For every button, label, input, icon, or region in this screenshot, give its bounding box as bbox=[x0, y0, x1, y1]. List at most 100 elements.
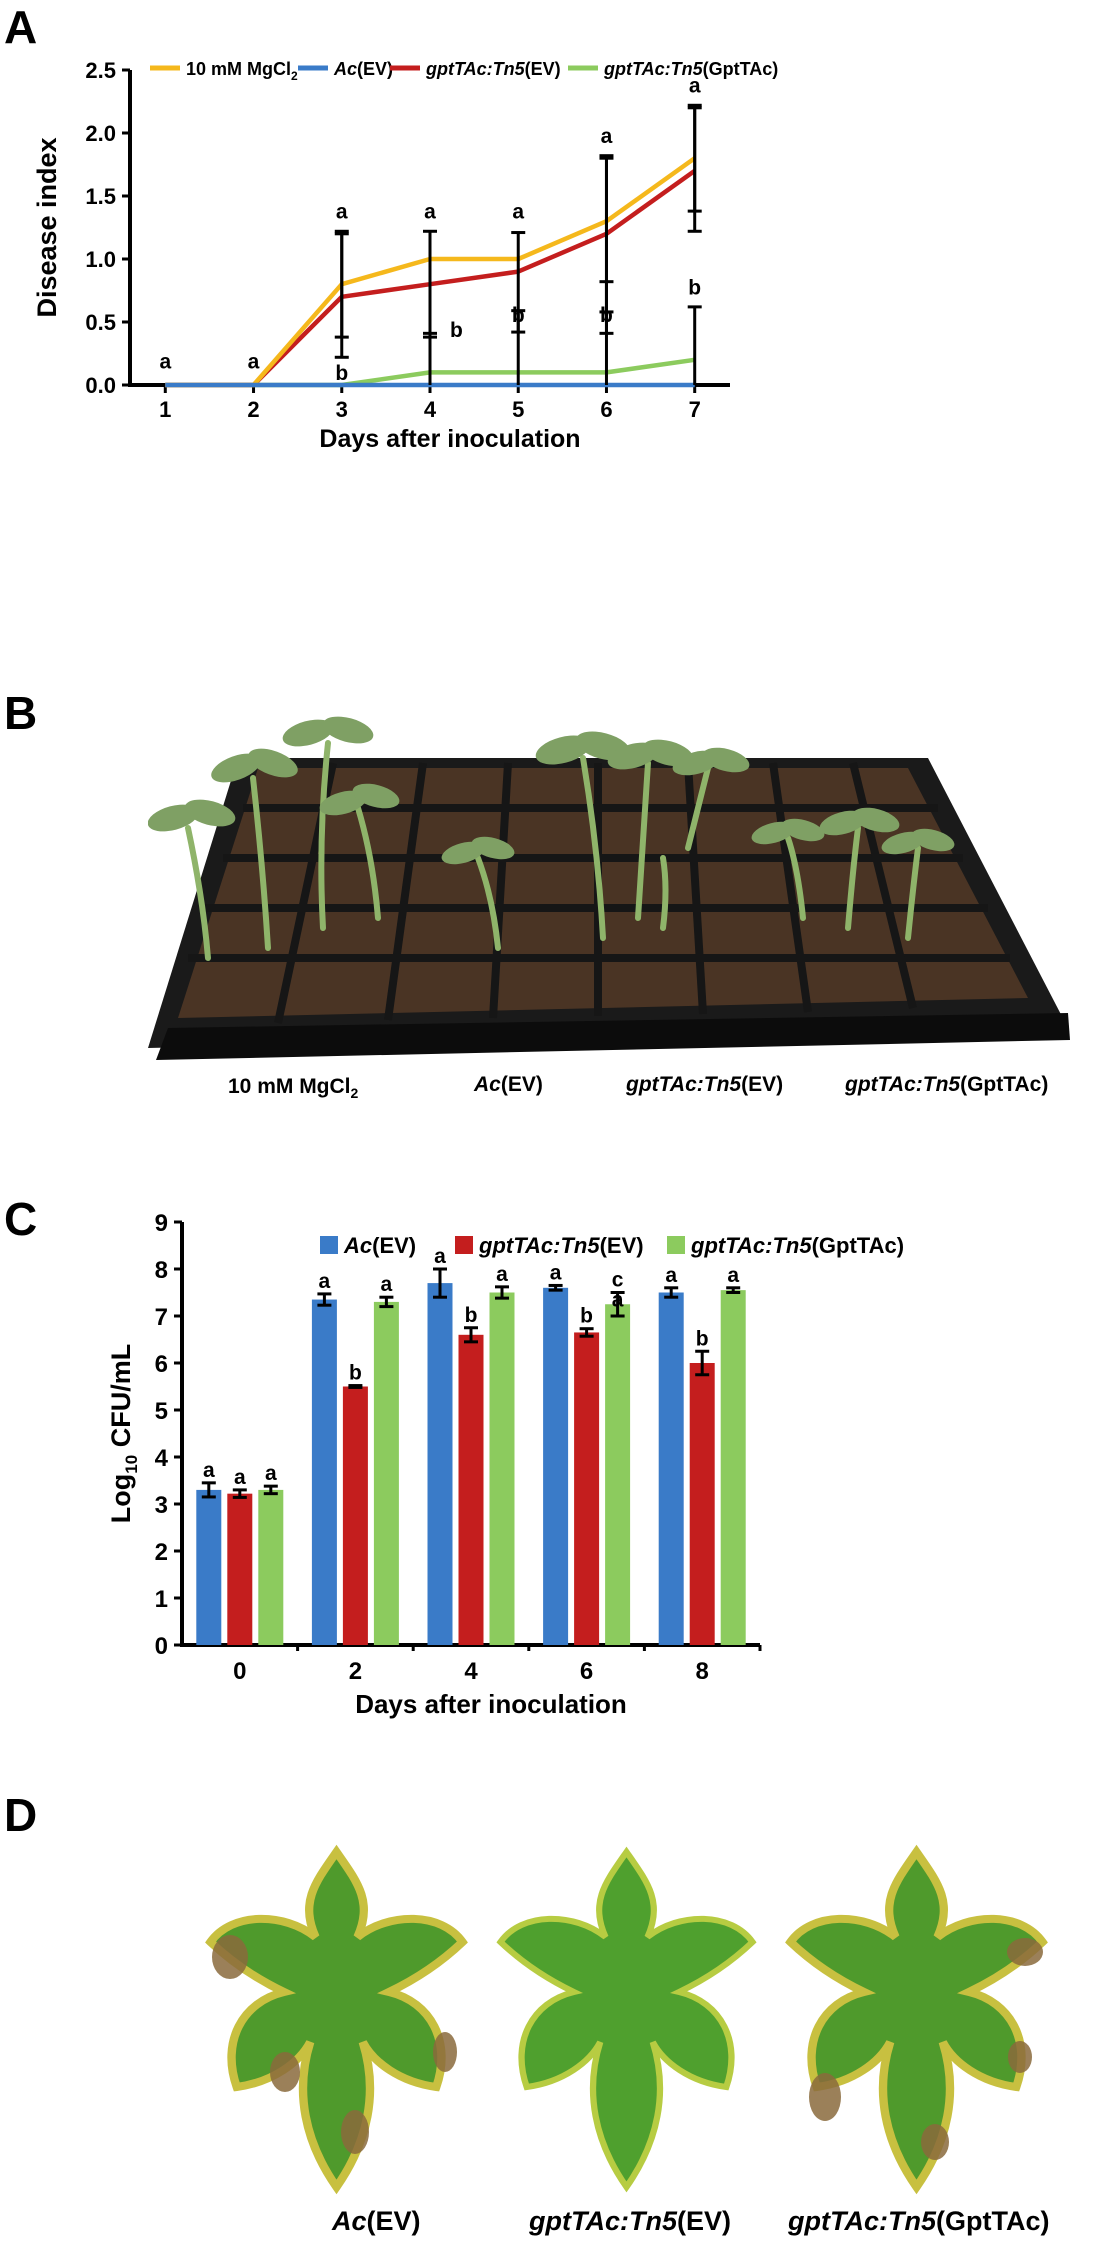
x-tick-label: 6 bbox=[580, 1658, 593, 1685]
legend-swatch bbox=[667, 1236, 685, 1254]
y-tick-label: 0 bbox=[155, 1633, 168, 1660]
significance-letter: b bbox=[600, 304, 613, 327]
bar bbox=[489, 1292, 515, 1645]
significance-letter: b bbox=[335, 362, 348, 385]
legend-label: Ac(EV) bbox=[343, 1233, 416, 1258]
significance-letter: b bbox=[512, 304, 525, 327]
bar bbox=[196, 1489, 222, 1645]
significance-letter: a bbox=[234, 1466, 246, 1489]
bar bbox=[605, 1304, 631, 1645]
y-tick-label: 2 bbox=[155, 1539, 168, 1566]
disease-index-line-chart: 10 mM MgCl2 Ac(EV) gptTAc:Tn5(EV) gptTAc:Tn… bbox=[32, 58, 778, 453]
y-tick-label: 9 bbox=[155, 1210, 168, 1237]
x-axis-label: Days after inoculation bbox=[319, 425, 580, 453]
significance-letter: a bbox=[159, 351, 171, 374]
x-tick-label: 8 bbox=[696, 1658, 709, 1685]
x-tick-label: 1 bbox=[159, 397, 171, 422]
bar bbox=[658, 1292, 684, 1645]
significance-letter: a bbox=[248, 351, 260, 374]
significance-letter: a bbox=[265, 1462, 277, 1485]
y-axis-label: Log10 CFU/mL bbox=[106, 1344, 141, 1523]
y-tick-label: 5 bbox=[155, 1398, 168, 1425]
y-tick-label: 8 bbox=[155, 1257, 168, 1284]
bar bbox=[373, 1301, 399, 1645]
bar bbox=[258, 1489, 284, 1645]
legend-label: Ac(EV) bbox=[333, 59, 393, 79]
bar bbox=[427, 1283, 453, 1645]
significance-letter: b bbox=[450, 319, 463, 342]
photo-d-caption-tn5-ev: gptTAc:Tn5(EV) bbox=[529, 2206, 731, 2236]
legend-label: 10 mM MgCl2 bbox=[186, 59, 298, 83]
bar bbox=[689, 1363, 715, 1645]
y-tick-label: 2.5 bbox=[85, 58, 116, 83]
significance-letter: a bbox=[665, 1264, 677, 1287]
x-tick-label: 3 bbox=[336, 397, 348, 422]
x-tick-label: 6 bbox=[600, 397, 612, 422]
y-tick-label: 1.5 bbox=[85, 184, 116, 209]
panel-letter-b: B bbox=[4, 687, 38, 739]
legend-swatch bbox=[320, 1236, 338, 1254]
significance-letter: a bbox=[612, 1289, 624, 1312]
significance-letter: b bbox=[688, 276, 701, 299]
significance-letter: a bbox=[727, 1264, 739, 1287]
legend-label: gptTAc:Tn5(EV) bbox=[478, 1233, 644, 1258]
x-tick-label: 2 bbox=[247, 397, 259, 422]
panel-letter-c: C bbox=[4, 1193, 38, 1245]
significance-letter: a bbox=[424, 201, 436, 224]
x-tick-label: 5 bbox=[512, 397, 524, 422]
leaf-ac-ev bbox=[211, 1852, 463, 2187]
leaf-tn5-ev bbox=[501, 1852, 753, 2187]
significance-letter: b bbox=[349, 1362, 362, 1385]
legend-label: gptTAc:Tn5(GptTAc) bbox=[690, 1233, 904, 1258]
legend-swatch bbox=[455, 1236, 473, 1254]
y-tick-label: 0.5 bbox=[85, 310, 116, 335]
significance-letter: a bbox=[496, 1263, 508, 1286]
x-tick-label: 4 bbox=[424, 397, 437, 422]
x-tick-label: 4 bbox=[464, 1658, 478, 1685]
photo-b-caption-tn5-gpt: gptTAc:Tn5(GptTAc) bbox=[845, 1073, 1049, 1096]
y-tick-label: 4 bbox=[155, 1445, 169, 1472]
legend-label: gptTAc:Tn5(GptTAc) bbox=[603, 59, 778, 79]
x-tick-label: 7 bbox=[689, 397, 701, 422]
bar bbox=[342, 1386, 368, 1645]
y-axis-label: Disease index bbox=[32, 137, 62, 317]
y-tick-label: 1 bbox=[155, 1586, 168, 1613]
y-tick-label: 0.0 bbox=[85, 373, 116, 398]
y-tick-label: 3 bbox=[155, 1492, 168, 1519]
significance-letter: c bbox=[612, 1269, 624, 1292]
panel-letter-a: A bbox=[4, 1, 38, 53]
panel-letter-d: D bbox=[4, 1789, 38, 1841]
significance-letter: a bbox=[550, 1261, 562, 1284]
y-tick-label: 2.0 bbox=[85, 121, 116, 146]
cfu-bar-chart: Ac(EV) gptTAc:Tn5(EV) gptTAc:Tn5(GptTAc) 0 1… bbox=[106, 1210, 904, 1719]
photo-b-caption-mgcl2: 10 mM MgCl2 bbox=[228, 1075, 359, 1102]
significance-letter: a bbox=[336, 201, 348, 224]
seedling-tray-photo bbox=[148, 668, 1088, 1068]
legend-label: gptTAc:Tn5(EV) bbox=[425, 59, 561, 79]
significance-letter: a bbox=[512, 201, 524, 224]
significance-letter: a bbox=[203, 1459, 215, 1482]
y-tick-label: 6 bbox=[155, 1351, 168, 1378]
y-tick-label: 7 bbox=[155, 1304, 168, 1331]
significance-letter: b bbox=[696, 1327, 709, 1350]
y-tick-label: 1.0 bbox=[85, 247, 116, 272]
photo-b-caption-tn5-ev: gptTAc:Tn5(EV) bbox=[626, 1073, 784, 1096]
significance-letter: b bbox=[580, 1305, 593, 1328]
bar bbox=[574, 1332, 600, 1645]
photo-b-caption-ac-ev: Ac(EV) bbox=[474, 1073, 543, 1096]
significance-letter: a bbox=[319, 1270, 331, 1293]
bar bbox=[543, 1287, 569, 1645]
photo-d-caption-tn5-gpt: gptTAc:Tn5(GptTAc) bbox=[788, 2206, 1050, 2236]
significance-letter: a bbox=[381, 1273, 393, 1296]
x-tick-label: 0 bbox=[233, 1658, 246, 1685]
significance-letter: a bbox=[689, 75, 701, 98]
leaf-tn5-gpt bbox=[791, 1852, 1044, 2187]
bar bbox=[458, 1334, 484, 1645]
bar bbox=[720, 1290, 746, 1645]
bar bbox=[311, 1299, 337, 1645]
bar bbox=[227, 1493, 253, 1645]
x-tick-label: 2 bbox=[349, 1658, 362, 1685]
significance-letter: b bbox=[465, 1304, 478, 1327]
x-axis-label: Days after inoculation bbox=[355, 1689, 627, 1719]
photo-d-caption-ac-ev: Ac(EV) bbox=[332, 2206, 421, 2236]
